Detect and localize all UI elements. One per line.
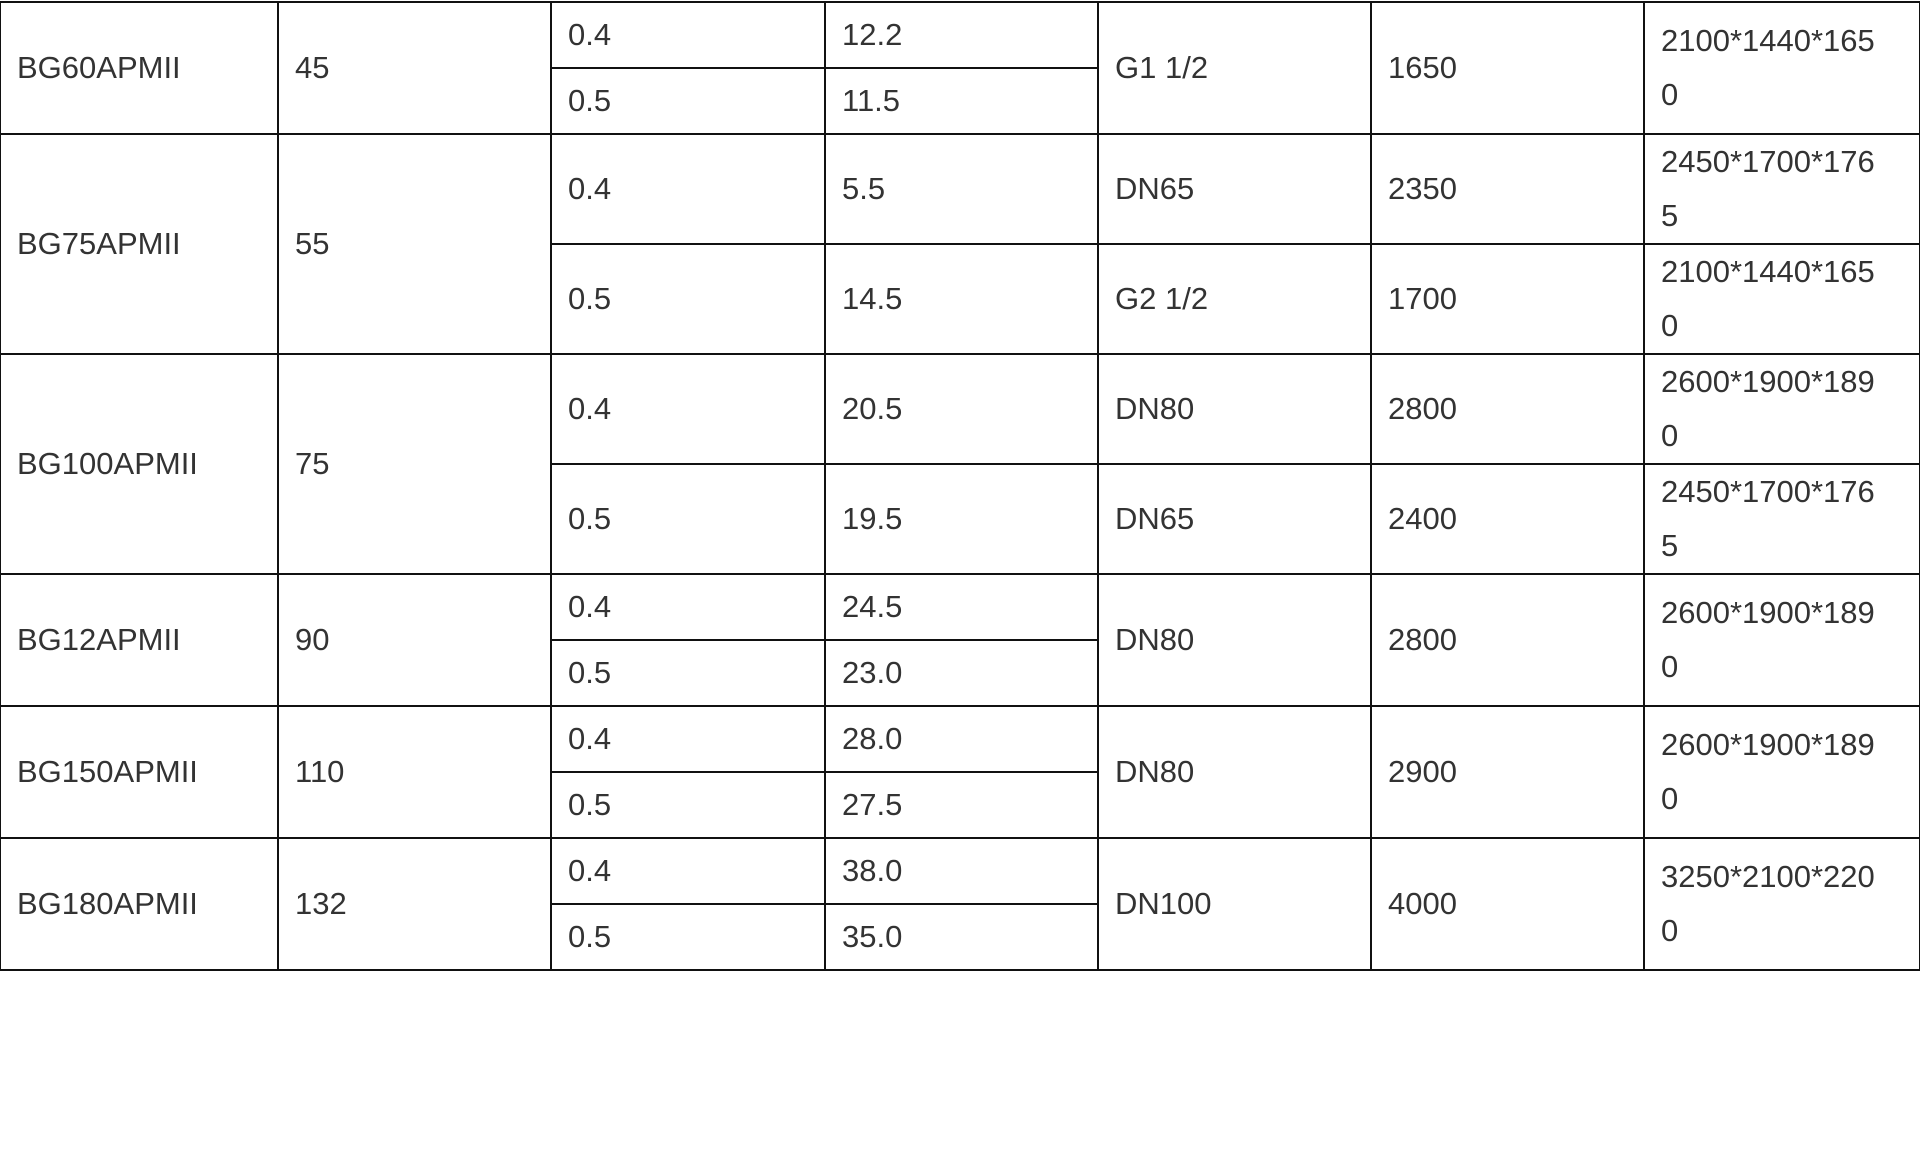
pressure-cell: 0.4 [550, 573, 826, 641]
flow-cell: 28.0 [824, 705, 1099, 773]
weight-cell: 2350 [1370, 133, 1645, 245]
table-row: BG60APMII 45 0.4 12.2 G1 1/2 1650 2100*1440*16… [0, 1, 1920, 135]
outlet-cell: DN80 [1097, 573, 1372, 707]
pressure-cell: 0.5 [550, 771, 826, 839]
dimensions-cell: 2600*1900*1890 [1643, 705, 1920, 839]
dimensions-cell: 2450*1700*1765 [1643, 463, 1920, 575]
pressure-cell: 0.4 [550, 353, 826, 465]
flow-cell: 5.5 [824, 133, 1099, 245]
weight-cell: 2800 [1370, 573, 1645, 707]
table-row: BG150APMII 110 0.4 28.0 DN80 2900 2600*1900*18… [0, 705, 1920, 839]
flow-cell: 27.5 [824, 771, 1099, 839]
model-cell: BG100APMII [0, 353, 279, 575]
power-cell: 75 [277, 353, 552, 575]
weight-cell: 2400 [1370, 463, 1645, 575]
outlet-cell: DN80 [1097, 705, 1372, 839]
dimensions-cell: 3250*2100*2200 [1643, 837, 1920, 971]
table-row: 0.5 14.5 G2 1/2 1700 2100*1440*1650 [0, 243, 1920, 355]
model-cell: BG12APMII [0, 573, 279, 707]
weight-cell: 1650 [1370, 1, 1645, 135]
dimensions-cell: 2100*1440*1650 [1643, 1, 1920, 135]
table-row: BG180APMII 132 0.4 38.0 DN100 4000 3250*2100*2… [0, 837, 1920, 971]
table-row: 0.5 11.5 [0, 67, 1920, 135]
model-cell: BG150APMII [0, 705, 279, 839]
table-row: 0.5 19.5 DN65 2400 2450*1700*1765 [0, 463, 1920, 575]
pressure-cell: 0.5 [550, 639, 826, 707]
outlet-cell: G2 1/2 [1097, 243, 1372, 355]
weight-cell: 2800 [1370, 353, 1645, 465]
power-cell: 45 [277, 1, 552, 135]
model-cell: BG180APMII [0, 837, 279, 971]
pressure-cell: 0.5 [550, 903, 826, 971]
pressure-cell: 0.5 [550, 67, 826, 135]
flow-cell: 35.0 [824, 903, 1099, 971]
weight-cell: 2900 [1370, 705, 1645, 839]
pressure-cell: 0.4 [550, 1, 826, 69]
flow-cell: 24.5 [824, 573, 1099, 641]
table-row: BG75APMII 55 0.4 5.5 DN65 2350 2450*1700*1765 [0, 133, 1920, 355]
flow-cell: 14.5 [824, 243, 1099, 355]
dimensions-cell: 2600*1900*1890 [1643, 353, 1920, 465]
table-row: 0.5 35.0 [0, 903, 1920, 971]
power-cell: 90 [277, 573, 552, 707]
pressure-cell: 0.5 [550, 243, 826, 355]
flow-cell: 12.2 [824, 1, 1099, 69]
pressure-cell: 0.5 [550, 463, 826, 575]
table-row: BG12APMII 90 0.4 24.5 DN80 2800 2600*1900*1890 [0, 573, 1920, 707]
flow-cell: 38.0 [824, 837, 1099, 905]
table-row: 0.5 23.0 [0, 639, 1920, 707]
dimensions-cell: 2600*1900*1890 [1643, 573, 1920, 707]
outlet-cell: DN65 [1097, 463, 1372, 575]
power-cell: 110 [277, 705, 552, 839]
outlet-cell: DN65 [1097, 133, 1372, 245]
table-row: 0.5 27.5 [0, 771, 1920, 839]
flow-cell: 19.5 [824, 463, 1099, 575]
pressure-cell: 0.4 [550, 133, 826, 245]
model-cell: BG60APMII [0, 1, 279, 135]
spec-table: BG60APMII 45 0.4 12.2 G1 1/2 1650 2100*1440*16… [0, 1, 1920, 971]
flow-cell: 20.5 [824, 353, 1099, 465]
model-cell: BG75APMII [0, 133, 279, 355]
outlet-cell: DN100 [1097, 837, 1372, 971]
weight-cell: 4000 [1370, 837, 1645, 971]
weight-cell: 1700 [1370, 243, 1645, 355]
table-row: BG100APMII 75 0.4 20.5 DN80 2800 2600*1900*189… [0, 353, 1920, 575]
outlet-cell: G1 1/2 [1097, 1, 1372, 135]
pressure-cell: 0.4 [550, 705, 826, 773]
power-cell: 55 [277, 133, 552, 355]
power-cell: 132 [277, 837, 552, 971]
outlet-cell: DN80 [1097, 353, 1372, 465]
dimensions-cell: 2450*1700*1765 [1643, 133, 1920, 245]
flow-cell: 23.0 [824, 639, 1099, 707]
pressure-cell: 0.4 [550, 837, 826, 905]
dimensions-cell: 2100*1440*1650 [1643, 243, 1920, 355]
flow-cell: 11.5 [824, 67, 1099, 135]
